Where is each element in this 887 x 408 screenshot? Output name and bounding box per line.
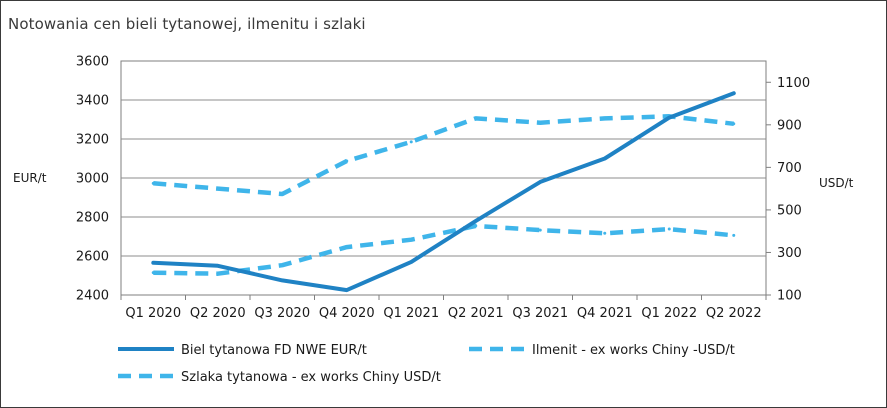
x-tick-label: Q1 2022: [641, 306, 697, 321]
x-tick-label: Q1 2020: [125, 306, 181, 321]
data-point: [345, 288, 349, 292]
y-axis-right-label: USD/t: [819, 176, 854, 190]
data-point: [732, 122, 736, 126]
x-tick-label: Q4 2020: [319, 306, 375, 321]
data-point: [151, 181, 155, 185]
y-left-tick-label: 3600: [76, 55, 109, 70]
x-tick-label: Q2 2020: [190, 306, 246, 321]
legend-label-2: Ilmenit - ex works Chiny -USD/t: [532, 343, 735, 358]
legend-label-3: Szlaka tytanowa - ex works Chiny USD/t: [181, 370, 441, 385]
x-tick-label: Q4 2021: [577, 306, 633, 321]
x-tick-label: Q1 2021: [383, 306, 439, 321]
data-point: [280, 192, 284, 196]
data-point: [474, 224, 478, 228]
data-point: [280, 278, 284, 282]
data-point: [667, 227, 671, 231]
data-point: [409, 140, 413, 144]
data-point: [216, 187, 220, 191]
y-left-tick-label: 3000: [76, 172, 109, 187]
y-right-tick-label: 300: [777, 246, 802, 261]
data-point: [732, 233, 736, 237]
y-axis-left-label: EUR/t: [13, 171, 47, 185]
y-left-tick-label: 2800: [76, 211, 109, 226]
x-tick-label: Q2 2022: [706, 306, 762, 321]
data-point: [280, 263, 284, 267]
y-right-tick-label: 700: [777, 161, 802, 176]
data-point: [216, 272, 220, 276]
y-left-tick-label: 3200: [76, 133, 109, 148]
data-point: [667, 116, 671, 120]
y-right-tick-label: 900: [777, 118, 802, 133]
series-line-2: [153, 223, 735, 276]
data-point: [603, 231, 607, 235]
series-line-3: [153, 114, 735, 197]
y-right-tick-label: 500: [777, 203, 802, 218]
y-left-tick-label: 2400: [76, 289, 109, 304]
data-point: [603, 157, 607, 160]
data-point: [345, 245, 349, 249]
y-right-tick-label: 1100: [777, 76, 810, 91]
data-point: [474, 219, 478, 223]
legend-label-1: Biel tytanowa FD NWE EUR/t: [181, 343, 367, 358]
data-point: [538, 121, 542, 125]
data-point: [151, 271, 155, 275]
data-point: [409, 238, 413, 242]
y-right-tick-label: 100: [777, 289, 802, 304]
x-tick-label: Q3 2020: [254, 306, 310, 321]
data-point: [474, 116, 478, 120]
data-point: [409, 260, 413, 264]
x-tick-label: Q2 2021: [448, 306, 504, 321]
data-point: [345, 159, 349, 163]
data-point: [732, 91, 736, 95]
data-point: [538, 180, 542, 184]
y-left-tick-label: 3400: [76, 94, 109, 109]
data-point: [538, 228, 542, 232]
data-point: [151, 261, 155, 265]
data-point: [603, 116, 607, 120]
series-line-1: [151, 91, 736, 293]
data-point: [216, 264, 220, 268]
chart-title: Notowania cen bieli tytanowej, ilmenitu …: [8, 15, 366, 33]
y-left-tick-label: 2600: [76, 250, 109, 265]
x-tick-label: Q3 2021: [512, 306, 568, 321]
